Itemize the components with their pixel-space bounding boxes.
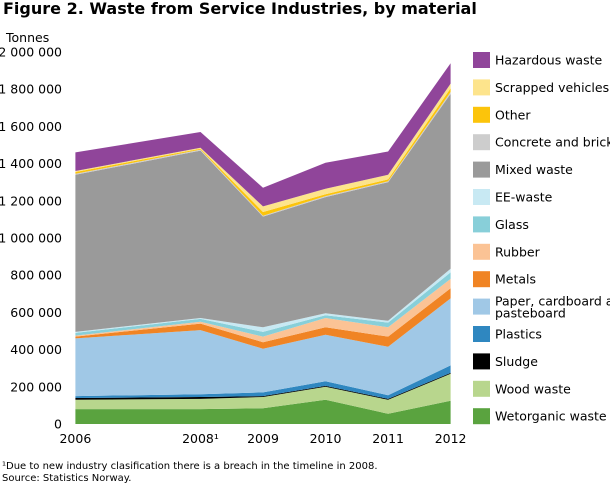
area-paper-cardboard-and-pasteboard [75,298,451,397]
legend-item-mixed-waste: Mixed waste [473,161,573,178]
legend-swatch [473,79,490,96]
area-plastics [75,365,451,399]
legend-swatch [473,271,490,288]
legend-item-hazardous-waste: Hazardous waste [473,52,602,68]
footnote-note: ¹Due to new industry clasification there… [2,461,378,472]
legend-label: Paper, cardboard andpasteboard [495,294,610,321]
x-tick-label: 2012 [435,431,467,446]
legend-swatch [473,189,490,205]
legend-label: Hazardous waste [495,53,602,68]
y-tick-label: 1 800 000 [0,82,62,97]
legend-swatch [473,243,490,260]
legend: Hazardous waste Scrapped vehicles Other Con… [473,52,610,425]
legend-swatch [473,408,490,425]
y-tick-label: 2 000 000 [0,45,62,60]
area-wood-waste [75,373,451,414]
legend-swatch [473,106,490,123]
area-wetorganic-waste [75,399,451,424]
legend-label: Scrapped vehicles [495,80,609,95]
area-hazardous-waste [75,63,451,207]
area-rubber [75,278,451,343]
legend-swatch [473,298,490,315]
legend-item-concrete-and-bricks: Concrete and bricks [473,134,610,151]
y-tick-label: 800 000 [10,268,62,283]
y-tick-label: 0 [54,417,62,432]
legend-item-metals: Metals [473,271,536,288]
legend-label: Wood waste [495,381,571,396]
y-axis-label: Tonnes [5,30,49,45]
y-tick-label: 600 000 [10,305,62,320]
y-tick-label: 200 000 [10,379,62,394]
x-tick-label: 2010 [310,431,342,446]
legend-swatch [473,380,490,397]
area-sludge [75,372,451,400]
legend-item-wetorganic-waste: Wetorganic waste [473,408,607,425]
x-tick-label: 2006 [59,431,91,446]
legend-label: Rubber [495,244,541,259]
legend-label: EE-waste [495,190,553,205]
legend-item-ee-waste: EE-waste [473,189,553,205]
legend-swatch [473,134,490,151]
legend-label: Concrete and bricks [495,135,610,150]
legend-swatch [473,326,490,342]
legend-item-other: Other [473,106,531,123]
legend-item-plastics: Plastics [473,326,542,342]
chart-title: Figure 2. Waste from Service Industries,… [3,0,477,18]
y-tick-label: 1 200 000 [0,193,62,208]
area-mixed-waste [75,93,451,332]
legend-label: Wetorganic waste [495,409,607,424]
legend-swatch [473,216,490,233]
legend-item-paper-cardboard-and-pasteboard: Paper, cardboard andpasteboard [473,294,610,321]
legend-label: Metals [495,272,536,287]
footnote-source: Source: Statistics Norway. [2,473,132,484]
legend-swatch [473,52,490,68]
x-tick-label: 2008¹ [182,431,219,446]
x-tick-label: 2009 [247,431,279,446]
legend-swatch [473,353,490,370]
y-tick-label: 1 000 000 [0,231,62,246]
y-axis-ticks: 0 200 000 400 000 600 000 800 000 1 000 000 1 … [0,45,62,432]
legend-label: Sludge [495,354,538,369]
areas-layer [75,63,451,424]
legend-item-wood-waste: Wood waste [473,380,571,397]
legend-item-sludge: Sludge [473,353,538,370]
x-tick-label: 2011 [372,431,404,446]
legend-label: Glass [495,217,529,232]
area-metals [75,288,451,349]
area-glass [75,272,451,337]
y-tick-label: 1 600 000 [0,119,62,134]
y-tick-label: 400 000 [10,342,62,357]
y-tick-label: 1 400 000 [0,156,62,171]
legend-label: Mixed waste [495,162,573,177]
legend-item-glass: Glass [473,216,529,233]
legend-item-scrapped-vehicles: Scrapped vehicles [473,79,609,96]
legend-swatch [473,161,490,178]
stacked-area-chart: Tonnes 0 200 000 400 000 600 000 800 000 1 00… [0,30,610,446]
x-axis-ticks: 2006 2008¹ 2009 2010 2011 2012 [59,431,466,446]
legend-label: Plastics [495,327,542,342]
legend-item-rubber: Rubber [473,243,541,260]
legend-label: Other [495,107,531,122]
footnote: ¹Due to new industry clasification there… [2,461,378,485]
